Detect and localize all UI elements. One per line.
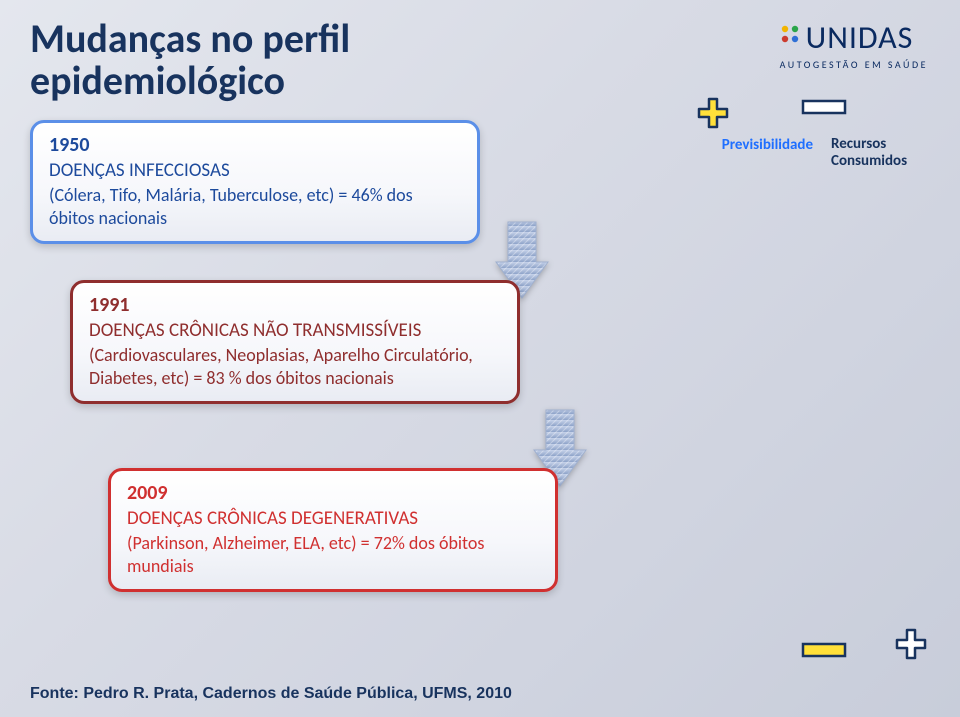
box-year: 1991 (89, 293, 501, 317)
plus-icon (894, 627, 928, 661)
slide: Mudanças no perfil epidemiológico UNIDAS… (0, 0, 960, 717)
minus-icon (800, 639, 848, 661)
box-year: 1950 (49, 133, 461, 157)
box-body: (Cólera, Tifo, Malária, Tuberculose, etc… (49, 184, 461, 229)
box-heading: DOENÇAS CRÔNICAS DEGENERATIVAS (127, 507, 539, 530)
box-heading: DOENÇAS CRÔNICAS NÃO TRANSMISSÍVEIS (89, 319, 501, 342)
logo-text: UNIDAS (780, 18, 928, 60)
box-2009: 2009 DOENÇAS CRÔNICAS DEGENERATIVAS (Par… (108, 468, 558, 592)
logo-main-text: UNIDAS (806, 18, 914, 57)
legend-recursos: Recursos Consumidos (831, 136, 926, 171)
box-year: 2009 (127, 481, 539, 505)
box-body: (Cardiovasculares, Neoplasias, Aparelho … (89, 344, 501, 389)
plus-icon (696, 96, 730, 130)
legend: Previsibilidade Recursos Consumidos (722, 136, 926, 171)
box-heading: DOENÇAS INFECCIOSAS (49, 159, 461, 182)
slide-title: Mudanças no perfil epidemiológico (30, 18, 550, 102)
box-1950: 1950 DOENÇAS INFECCIOSAS (Cólera, Tifo, … (30, 120, 480, 244)
brand-logo: UNIDAS AUTOGESTÃO EM SAÚDE (780, 18, 928, 71)
logo-icon (780, 21, 802, 60)
source-citation: Fonte: Pedro R. Prata, Cadernos de Saúde… (30, 685, 512, 703)
legend-previsibilidade: Previsibilidade (722, 136, 813, 171)
box-1991: 1991 DOENÇAS CRÔNICAS NÃO TRANSMISSÍVEIS… (70, 280, 520, 404)
minus-icon (800, 96, 848, 118)
box-body: (Parkinson, Alzheimer, ELA, etc) = 72% d… (127, 532, 539, 577)
logo-sub-text: AUTOGESTÃO EM SAÚDE (780, 58, 928, 71)
